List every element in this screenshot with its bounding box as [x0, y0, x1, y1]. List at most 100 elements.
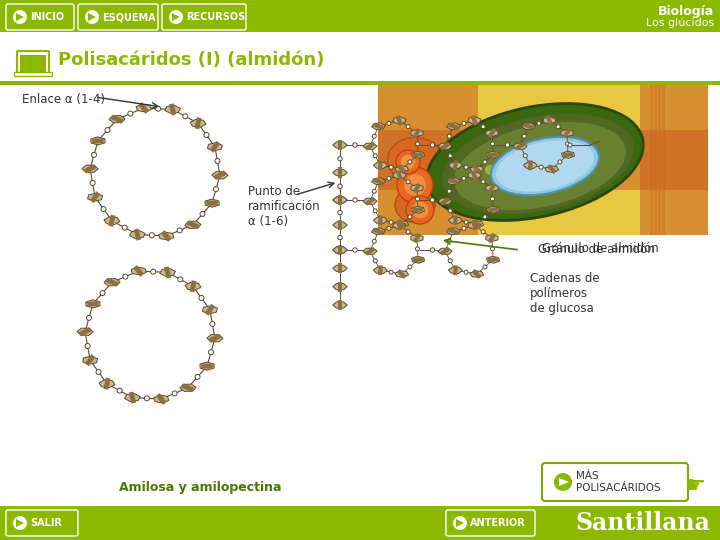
Polygon shape — [411, 185, 423, 192]
Polygon shape — [374, 162, 387, 168]
Text: Gránulo de almidón: Gránulo de almidón — [541, 242, 658, 255]
Circle shape — [90, 180, 95, 186]
Polygon shape — [338, 220, 342, 230]
Polygon shape — [372, 123, 385, 130]
Polygon shape — [365, 197, 375, 206]
Circle shape — [172, 391, 177, 396]
FancyBboxPatch shape — [6, 510, 78, 536]
Polygon shape — [470, 271, 484, 278]
Text: Biología: Biología — [658, 5, 714, 18]
Bar — [0, 0, 720, 32]
Circle shape — [144, 396, 149, 401]
Polygon shape — [153, 395, 169, 403]
Polygon shape — [165, 105, 181, 113]
Circle shape — [373, 154, 377, 158]
Circle shape — [387, 226, 391, 231]
Circle shape — [464, 165, 468, 169]
Polygon shape — [487, 206, 500, 213]
Ellipse shape — [442, 114, 634, 214]
Polygon shape — [87, 301, 99, 307]
Polygon shape — [212, 172, 228, 179]
Polygon shape — [521, 123, 536, 130]
Circle shape — [387, 122, 391, 125]
Polygon shape — [468, 222, 481, 229]
Polygon shape — [181, 383, 194, 393]
Polygon shape — [471, 115, 478, 126]
Circle shape — [565, 142, 570, 146]
FancyBboxPatch shape — [78, 4, 158, 30]
Polygon shape — [104, 217, 120, 225]
Circle shape — [177, 228, 182, 233]
Circle shape — [387, 177, 391, 180]
Circle shape — [96, 369, 101, 375]
Polygon shape — [373, 228, 384, 235]
Polygon shape — [438, 248, 452, 254]
Polygon shape — [104, 279, 120, 286]
Circle shape — [122, 225, 127, 230]
Circle shape — [462, 122, 466, 125]
Polygon shape — [488, 257, 498, 262]
Text: Los glúcidos: Los glúcidos — [646, 17, 714, 28]
Polygon shape — [161, 230, 172, 242]
Polygon shape — [214, 171, 226, 180]
Circle shape — [449, 259, 452, 263]
Ellipse shape — [387, 138, 443, 183]
Polygon shape — [169, 103, 176, 116]
Circle shape — [556, 125, 560, 129]
Circle shape — [169, 10, 183, 24]
Polygon shape — [392, 172, 406, 179]
Polygon shape — [194, 117, 202, 129]
FancyBboxPatch shape — [446, 510, 535, 536]
Polygon shape — [440, 142, 450, 151]
Polygon shape — [487, 233, 496, 244]
Bar — [0, 81, 720, 84]
Text: Enlace α (1-4): Enlace α (1-4) — [22, 93, 105, 106]
Polygon shape — [104, 377, 110, 390]
Polygon shape — [413, 183, 421, 193]
Polygon shape — [546, 115, 553, 126]
Polygon shape — [125, 394, 140, 401]
Bar — [0, 82, 720, 85]
Polygon shape — [338, 245, 342, 255]
Polygon shape — [471, 170, 478, 181]
Circle shape — [86, 315, 91, 320]
Circle shape — [338, 235, 342, 240]
Bar — [658, 83, 661, 235]
Circle shape — [150, 269, 156, 274]
Circle shape — [447, 134, 451, 138]
Circle shape — [183, 114, 188, 119]
Circle shape — [462, 177, 466, 180]
Text: Amilosa y amilopectina: Amilosa y amilopectina — [119, 481, 282, 494]
Circle shape — [408, 215, 412, 219]
Polygon shape — [378, 215, 383, 225]
Circle shape — [100, 291, 105, 295]
Text: ANTERIOR: ANTERIOR — [470, 518, 526, 528]
Polygon shape — [106, 278, 118, 287]
Circle shape — [490, 247, 495, 251]
Ellipse shape — [395, 187, 435, 222]
Circle shape — [199, 295, 204, 300]
Polygon shape — [470, 221, 484, 227]
Polygon shape — [164, 266, 171, 279]
Polygon shape — [338, 282, 342, 292]
Polygon shape — [528, 160, 533, 171]
FancyBboxPatch shape — [6, 4, 74, 30]
Circle shape — [453, 516, 467, 530]
Circle shape — [505, 143, 510, 147]
Polygon shape — [82, 165, 98, 172]
Bar — [650, 83, 653, 235]
Polygon shape — [449, 217, 462, 224]
Polygon shape — [472, 164, 482, 174]
Polygon shape — [99, 380, 115, 388]
Circle shape — [550, 155, 560, 165]
Circle shape — [490, 142, 495, 146]
Circle shape — [210, 321, 215, 327]
Polygon shape — [456, 519, 464, 527]
Polygon shape — [185, 282, 201, 290]
Ellipse shape — [427, 104, 643, 220]
Polygon shape — [448, 178, 459, 185]
Circle shape — [485, 165, 495, 175]
Circle shape — [406, 196, 434, 224]
Text: SALIR: SALIR — [30, 518, 62, 528]
Circle shape — [540, 145, 550, 155]
